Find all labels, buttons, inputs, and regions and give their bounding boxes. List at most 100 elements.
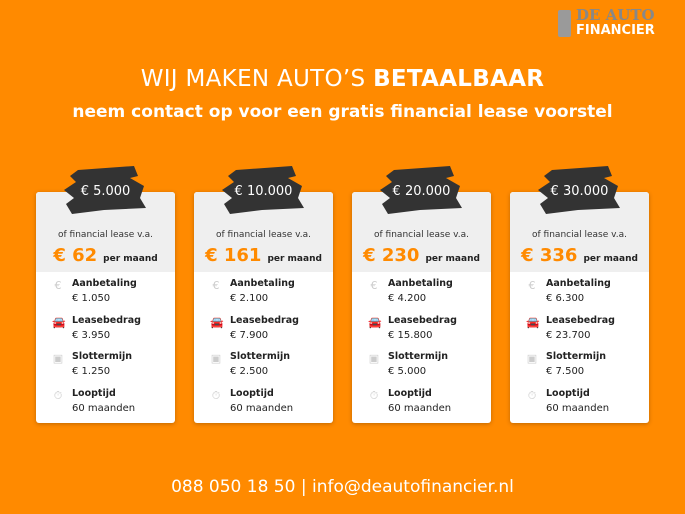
detail-label: Looptijd (230, 387, 274, 399)
brush-stroke-icon (64, 166, 146, 214)
brush-stroke-icon (222, 166, 304, 214)
logo: DE AUTO FINANCIER (558, 8, 655, 38)
detail-label: Looptijd (546, 387, 590, 399)
detail-value: 60 maanden (230, 402, 294, 414)
pricing-card: € 20.000 of financial lease v.a. € 230 pe… (352, 166, 491, 423)
detail-final-term: ▣ Slottermijn € 1.250 (52, 349, 175, 386)
car-price: € 30.000 (550, 184, 609, 199)
detail-value: € 15.800 (388, 329, 433, 341)
monthly-amount: € 161 (205, 245, 262, 266)
detail-label: Looptijd (388, 387, 432, 399)
monthly-amount: € 230 (363, 245, 420, 266)
detail-label: Aanbetaling (546, 278, 611, 289)
page-title: WIJ MAKEN AUTO’S BETAALBAAR (0, 66, 685, 92)
detail-value: € 4.200 (388, 293, 427, 304)
contact-footer: 088 050 18 50 | info@deautofinancier.nl (0, 477, 685, 497)
final-payment-icon: ▣ (526, 352, 538, 365)
detail-downpayment: € Aanbetaling € 2.100 (210, 276, 333, 313)
card-header: € 30.000 of financial lease v.a. € 336 pe… (510, 166, 649, 272)
car-price: € 10.000 (234, 184, 293, 199)
detail-value: € 5.000 (388, 366, 427, 377)
stopwatch-icon: ⏱ (53, 388, 63, 402)
detail-value: 60 maanden (546, 402, 610, 414)
pricing-card: € 30.000 of financial lease v.a. € 336 pe… (510, 166, 649, 423)
car-icon: 🚘 (526, 315, 540, 329)
stopwatch-icon: ⏱ (527, 388, 537, 402)
detail-label: Leasebedrag (72, 314, 141, 326)
detail-label: Aanbetaling (230, 278, 295, 289)
detail-value: € 3.950 (72, 329, 111, 341)
final-payment-icon: ▣ (52, 352, 64, 365)
detail-final-term: ▣ Slottermijn € 2.500 (210, 349, 333, 386)
detail-duration: ⏱ Looptijd 60 maanden (526, 386, 649, 423)
pricing-card: € 5.000 of financial lease v.a. € 62 per … (36, 166, 175, 423)
lease-from-label: of financial lease v.a. (216, 230, 311, 240)
per-month-label: per maand (267, 254, 322, 264)
page-subtitle: neem contact op voor een gratis financia… (72, 102, 613, 122)
card-header: € 20.000 of financial lease v.a. € 230 pe… (352, 166, 491, 272)
detail-label: Aanbetaling (388, 278, 453, 289)
separator: | (295, 477, 312, 497)
per-month-label: per maand (425, 254, 480, 264)
detail-duration: ⏱ Looptijd 60 maanden (52, 386, 175, 423)
card-header: € 5.000 of financial lease v.a. € 62 per … (36, 166, 175, 272)
detail-downpayment: € Aanbetaling € 6.300 (526, 276, 649, 313)
detail-lease-amount: 🚘 Leasebedrag € 3.950 (52, 313, 175, 350)
lease-from-label: of financial lease v.a. (58, 230, 153, 240)
pricing-card: € 10.000 of financial lease v.a. € 161 pe… (194, 166, 333, 423)
detail-value: € 23.700 (546, 329, 591, 341)
detail-duration: ⏱ Looptijd 60 maanden (210, 386, 333, 423)
detail-value: € 1.050 (72, 293, 111, 304)
detail-label: Leasebedrag (388, 314, 457, 326)
euro-coin-icon: € (528, 279, 536, 292)
car-icon: 🚘 (52, 315, 66, 329)
title-regular: WIJ MAKEN AUTO’S (140, 66, 374, 92)
detail-label: Leasebedrag (546, 314, 615, 326)
detail-final-term: ▣ Slottermijn € 5.000 (368, 349, 491, 386)
detail-value: € 6.300 (546, 293, 585, 304)
detail-duration: ⏱ Looptijd 60 maanden (368, 386, 491, 423)
detail-lease-amount: 🚘 Leasebedrag € 7.900 (210, 313, 333, 350)
lease-from-label: of financial lease v.a. (374, 230, 469, 240)
lease-from-label: of financial lease v.a. (532, 230, 627, 240)
detail-value: € 2.500 (230, 366, 269, 377)
euro-coin-icon: € (370, 279, 378, 292)
car-price: € 20.000 (392, 184, 451, 199)
detail-value: € 1.250 (72, 366, 111, 377)
card-header: € 10.000 of financial lease v.a. € 161 pe… (194, 166, 333, 272)
euro-coin-icon: € (54, 279, 62, 292)
title-bold: BETAALBAAR (373, 66, 545, 92)
car-price: € 5.000 (80, 184, 131, 199)
brush-stroke-icon (380, 166, 462, 214)
detail-label: Looptijd (72, 387, 116, 399)
euro-coin-icon: € (212, 279, 220, 292)
car-icon: 🚘 (210, 315, 224, 329)
brush-stroke-icon (538, 166, 620, 214)
detail-label: Leasebedrag (230, 314, 299, 326)
detail-lease-amount: 🚘 Leasebedrag € 23.700 (526, 313, 649, 350)
detail-label: Slottermijn (230, 351, 291, 362)
detail-label: Aanbetaling (72, 278, 137, 289)
detail-label: Slottermijn (388, 351, 449, 362)
per-month-label: per maand (103, 254, 158, 264)
detail-value: 60 maanden (388, 402, 452, 414)
detail-label: Slottermijn (72, 351, 133, 362)
monthly-amount: € 62 (53, 245, 98, 266)
detail-value: € 2.100 (230, 293, 269, 304)
final-payment-icon: ▣ (368, 352, 380, 365)
per-month-label: per maand (583, 254, 638, 264)
detail-value: 60 maanden (72, 402, 136, 414)
logo-line1: DE AUTO (576, 6, 655, 24)
detail-downpayment: € Aanbetaling € 4.200 (368, 276, 491, 313)
stopwatch-icon: ⏱ (369, 388, 379, 402)
detail-value: € 7.500 (546, 366, 585, 377)
detail-lease-amount: 🚘 Leasebedrag € 15.800 (368, 313, 491, 350)
detail-downpayment: € Aanbetaling € 1.050 (52, 276, 175, 313)
final-payment-icon: ▣ (210, 352, 222, 365)
detail-final-term: ▣ Slottermijn € 7.500 (526, 349, 649, 386)
email-link[interactable]: info@deautofinancier.nl (311, 477, 514, 497)
logo-line2: FINANCIER (576, 23, 655, 38)
car-icon: 🚘 (368, 315, 382, 329)
logo-mark-icon (558, 9, 571, 37)
phone-link[interactable]: 088 050 18 50 (171, 477, 296, 497)
